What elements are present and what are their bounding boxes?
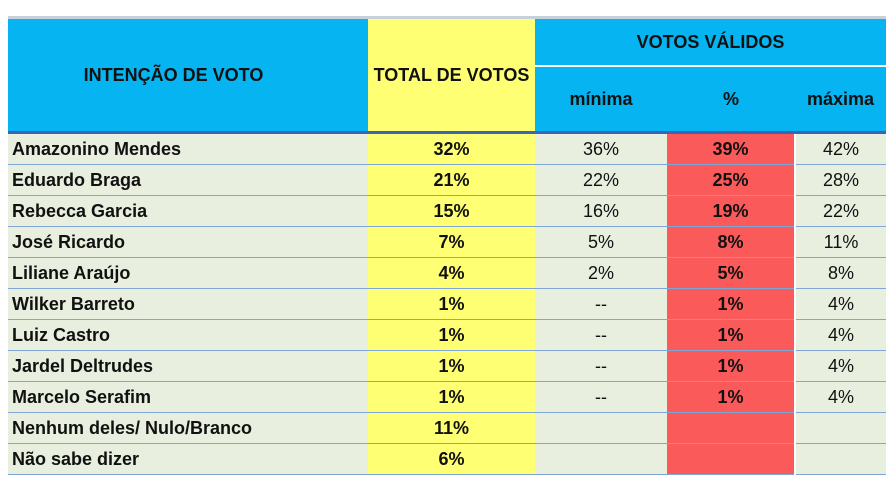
- cell-max: 4%: [793, 319, 887, 351]
- header-max: máxima: [795, 66, 887, 133]
- cell-min: 5%: [535, 226, 667, 258]
- cell-min: 16%: [535, 195, 667, 227]
- cell-candidate: José Ricardo: [8, 226, 368, 258]
- header-candidate: INTENÇÃO DE VOTO: [8, 16, 368, 133]
- table-row: Nenhum deles/ Nulo/Branco 11%: [8, 412, 887, 444]
- cell-total: 1%: [368, 350, 535, 382]
- cell-pct: 39%: [667, 131, 795, 165]
- cell-max: 22%: [793, 195, 887, 227]
- poll-table: INTENÇÃO DE VOTO TOTAL DE VOTOS VOTOS VÁ…: [8, 16, 887, 475]
- cell-candidate: Wilker Barreto: [8, 288, 368, 320]
- cell-candidate: Jardel Deltrudes: [8, 350, 368, 382]
- table-row: Amazonino Mendes 32% 36% 39% 42%: [8, 131, 887, 165]
- cell-max: 8%: [793, 257, 887, 289]
- cell-min: --: [535, 319, 667, 351]
- table-row: José Ricardo 7% 5% 8% 11%: [8, 226, 887, 258]
- table-row: Não sabe dizer 6%: [8, 443, 887, 475]
- cell-pct: 1%: [667, 350, 795, 382]
- header-pct: %: [667, 66, 795, 133]
- cell-total: 6%: [368, 443, 535, 475]
- cell-total: 32%: [368, 131, 535, 165]
- cell-total: 4%: [368, 257, 535, 289]
- header-valid-votes: VOTOS VÁLIDOS: [535, 16, 887, 67]
- cell-max: 28%: [793, 164, 887, 196]
- cell-max: 4%: [793, 381, 887, 413]
- table-row: Eduardo Braga 21% 22% 25% 28%: [8, 164, 887, 196]
- table-row: Wilker Barreto 1% -- 1% 4%: [8, 288, 887, 320]
- cell-candidate: Eduardo Braga: [8, 164, 368, 196]
- table-body: Amazonino Mendes 32% 36% 39% 42% Eduardo Brag…: [8, 131, 887, 475]
- cell-candidate: Liliane Araújo: [8, 257, 368, 289]
- cell-total: 15%: [368, 195, 535, 227]
- cell-pct: 1%: [667, 319, 795, 351]
- cell-total: 1%: [368, 381, 535, 413]
- cell-pct: 5%: [667, 257, 795, 289]
- table-row: Liliane Araújo 4% 2% 5% 8%: [8, 257, 887, 289]
- cell-max: [793, 412, 887, 444]
- cell-total: 1%: [368, 288, 535, 320]
- cell-pct: 8%: [667, 226, 795, 258]
- table-row: Rebecca Garcia 15% 16% 19% 22%: [8, 195, 887, 227]
- header-total: TOTAL DE VOTOS: [368, 16, 535, 133]
- table-row: Luiz Castro 1% -- 1% 4%: [8, 319, 887, 351]
- cell-total: 7%: [368, 226, 535, 258]
- header-min: mínima: [535, 66, 667, 133]
- cell-min: --: [535, 350, 667, 382]
- cell-candidate: Nenhum deles/ Nulo/Branco: [8, 412, 368, 444]
- cell-pct: 19%: [667, 195, 795, 227]
- cell-min: 22%: [535, 164, 667, 196]
- cell-total: 11%: [368, 412, 535, 444]
- cell-total: 21%: [368, 164, 535, 196]
- cell-pct: 1%: [667, 381, 795, 413]
- cell-max: [793, 443, 887, 475]
- cell-min: [535, 412, 667, 444]
- table-row: Jardel Deltrudes 1% -- 1% 4%: [8, 350, 887, 382]
- cell-min: [535, 443, 667, 475]
- cell-max: 11%: [793, 226, 887, 258]
- cell-candidate: Marcelo Serafim: [8, 381, 368, 413]
- cell-pct: [667, 443, 795, 475]
- cell-pct: 25%: [667, 164, 795, 196]
- cell-min: --: [535, 288, 667, 320]
- cell-max: 42%: [793, 131, 887, 165]
- cell-candidate: Luiz Castro: [8, 319, 368, 351]
- cell-total: 1%: [368, 319, 535, 351]
- cell-min: 2%: [535, 257, 667, 289]
- cell-candidate: Não sabe dizer: [8, 443, 368, 475]
- cell-candidate: Amazonino Mendes: [8, 131, 368, 165]
- table-row: Marcelo Serafim 1% -- 1% 4%: [8, 381, 887, 413]
- cell-pct: [667, 412, 795, 444]
- cell-min: --: [535, 381, 667, 413]
- table-header: INTENÇÃO DE VOTO TOTAL DE VOTOS VOTOS VÁ…: [8, 16, 887, 133]
- cell-candidate: Rebecca Garcia: [8, 195, 368, 227]
- cell-max: 4%: [793, 350, 887, 382]
- cell-min: 36%: [535, 131, 667, 165]
- cell-pct: 1%: [667, 288, 795, 320]
- cell-max: 4%: [793, 288, 887, 320]
